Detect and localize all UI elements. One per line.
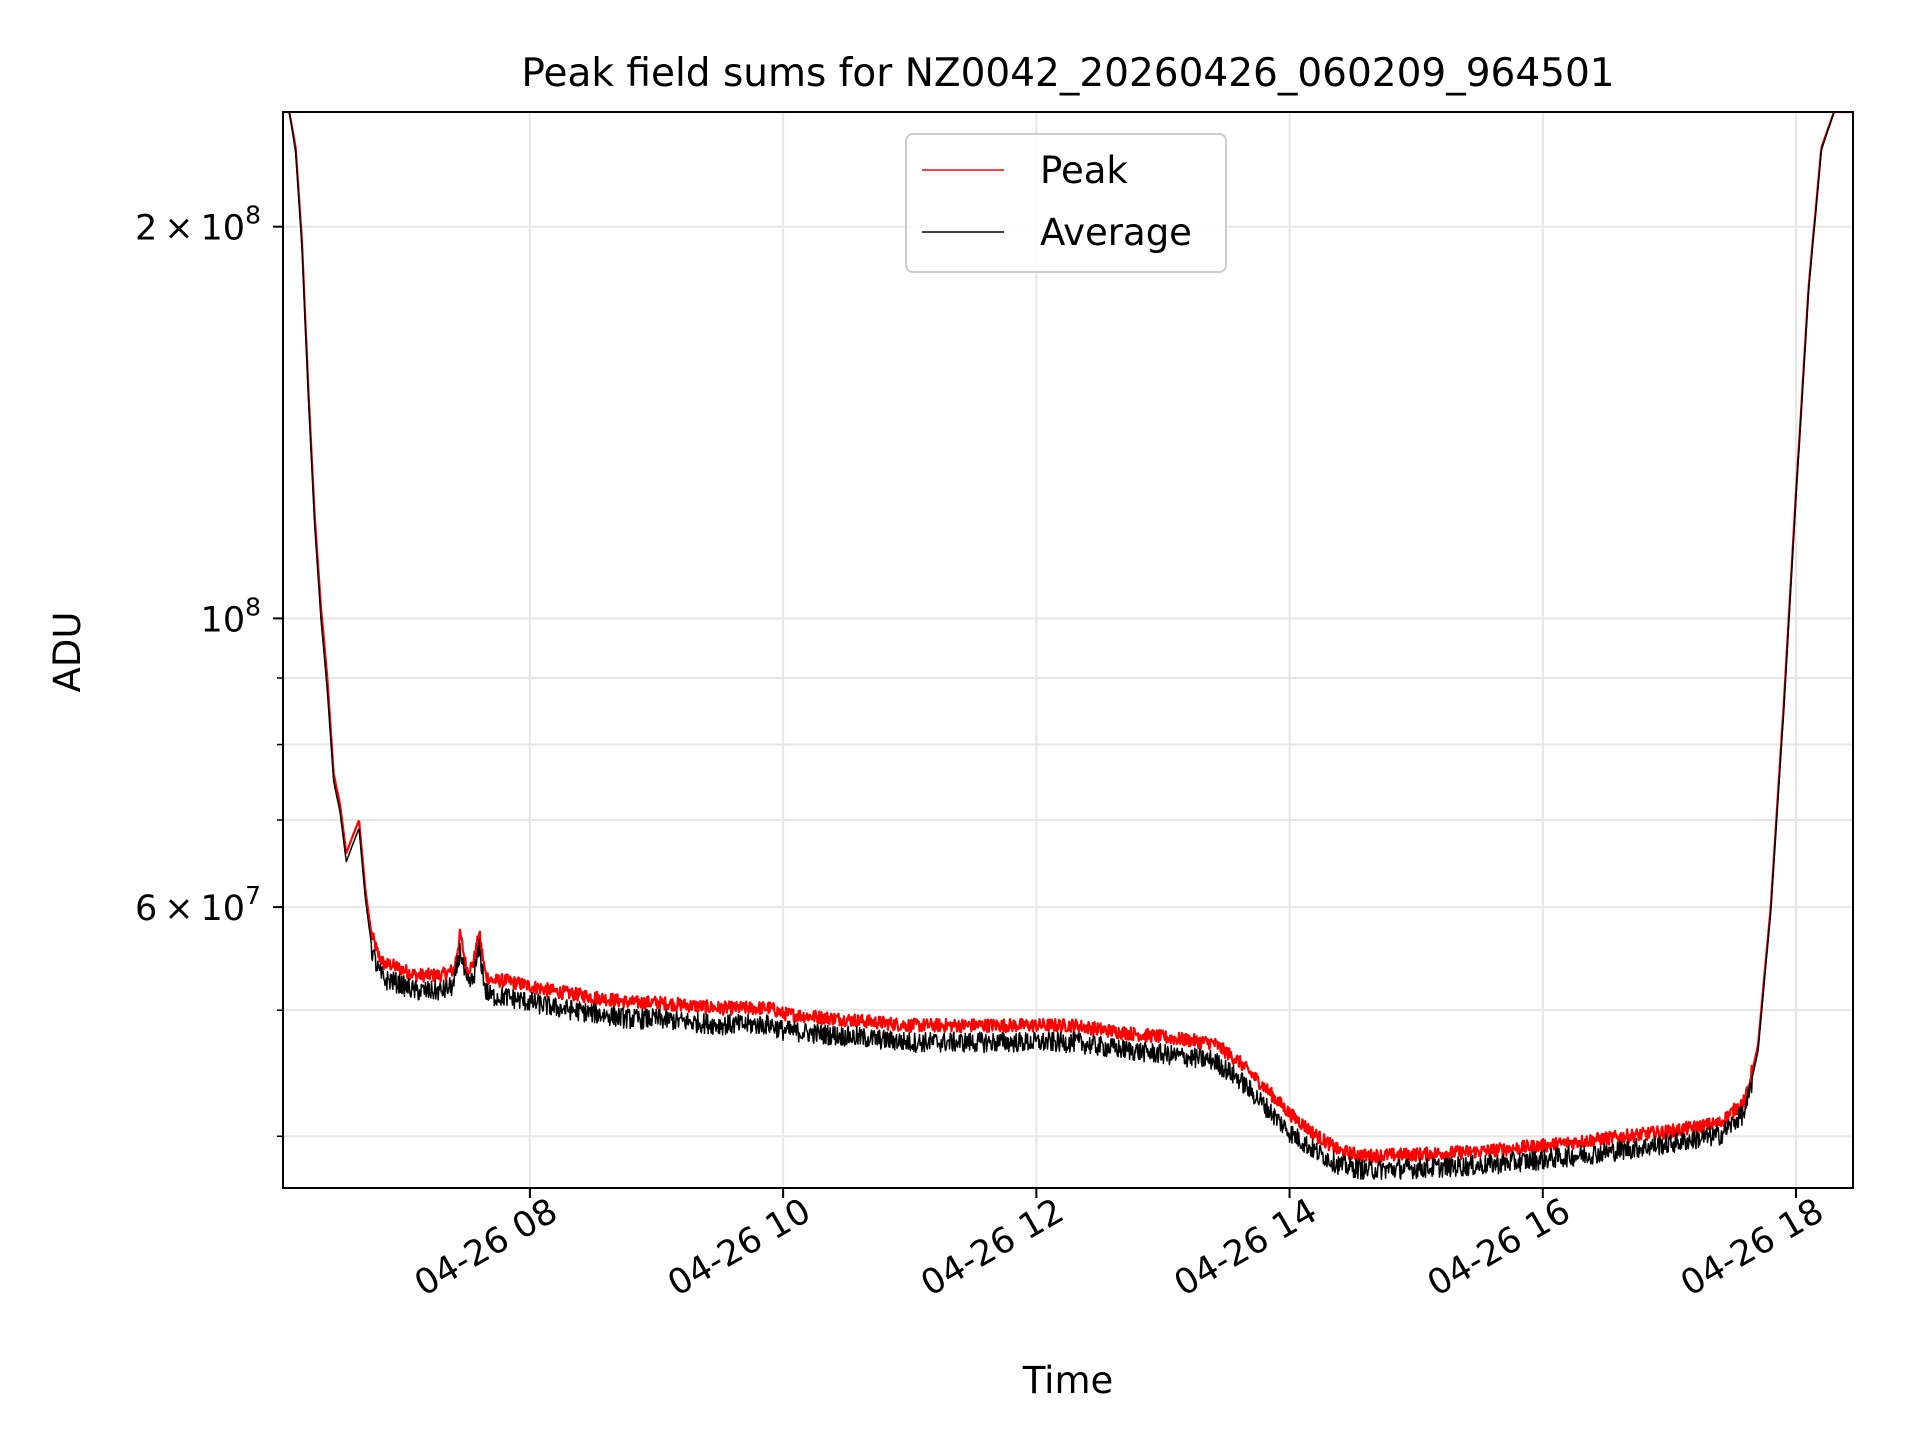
legend-label-peak: Peak [1040,149,1128,192]
series-line-average [283,112,1853,1180]
y-axis: 2 × 108 108 6 × 107 [135,201,283,1138]
y-axis-label: ADU [46,612,89,693]
chart-title: Peak field sums for NZ0042_20260426_0602… [521,51,1614,96]
legend-box [905,133,1227,273]
series-lines [283,112,1853,1180]
legend: Peak Average [905,133,1227,273]
legend-label-average: Average [1040,211,1192,254]
y-tick-label: 2 × 108 [135,201,261,249]
y-tick-label: 108 [201,592,261,640]
series-line-peak [283,112,1853,1164]
y-tick-label: 6 × 107 [135,881,261,929]
plot-frame [282,111,1854,1189]
x-axis-label: Time [1022,1359,1114,1402]
